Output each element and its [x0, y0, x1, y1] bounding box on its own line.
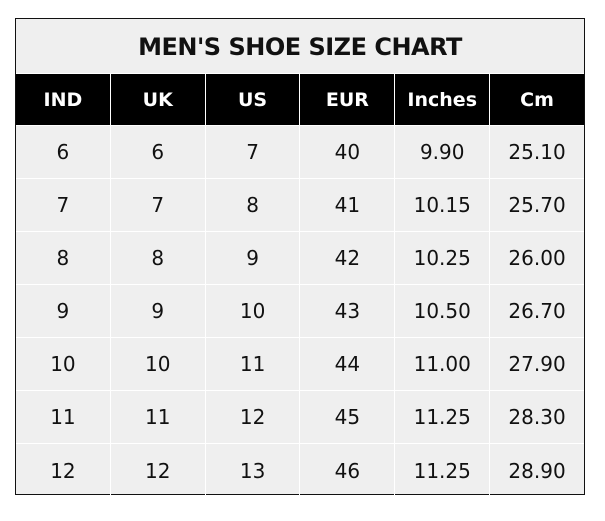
table-cell-us: 7 [205, 126, 301, 179]
table-cell-cm: 27.90 [490, 338, 584, 391]
table-cell-us: 8 [205, 179, 301, 232]
table-cell-inches: 11.25 [395, 444, 491, 497]
table-cell-uk: 6 [110, 126, 206, 179]
table-cell-cm: 28.90 [508, 458, 566, 483]
table-cell-inches: 9.90 [395, 126, 491, 179]
shoe-size-table: MEN'S SHOE SIZE CHART IND UK US EUR Inches Cm… [15, 18, 585, 497]
table-cell-us: 11 [205, 338, 301, 391]
table-row: 7 7 8 41 10.15 25.70 [16, 179, 584, 232]
table-cell-cm: 28.30 [490, 391, 584, 444]
column-header-eur: EUR [300, 74, 396, 126]
table-cell-cm: 26.70 [490, 285, 584, 338]
table-cell-ind: 12 [16, 444, 111, 497]
table-row: 12 12 13 46 11.25 28.90 [16, 444, 584, 497]
table-row: 9 9 10 43 10.50 26.70 [16, 285, 584, 338]
table-cell-ind: 7 [16, 179, 111, 232]
table-cell-eur: 40 [300, 126, 396, 179]
table-cell-ind: 11 [16, 391, 111, 444]
column-header-uk: UK [110, 74, 206, 126]
header-row: IND UK US EUR Inches Cm [16, 74, 584, 126]
table-cell-uk: 8 [110, 232, 206, 285]
table-cell-us: 13 [206, 444, 301, 497]
table-cell-uk: 7 [110, 179, 206, 232]
table-cell-uk: 10 [110, 338, 206, 391]
table-cell-inches: 11.00 [395, 338, 491, 391]
table-row: 6 6 7 40 9.90 25.10 [16, 126, 584, 179]
table-cell-us: 9 [205, 232, 301, 285]
table-cell-uk: 9 [110, 285, 206, 338]
table-cell-inches: 11.25 [395, 391, 491, 444]
table-cell-inches: 10.25 [395, 232, 491, 285]
table-cell-cm: 26.00 [490, 232, 584, 285]
table-cell-eur: 41 [300, 179, 396, 232]
table-cell-uk: 11 [110, 391, 206, 444]
table-title: MEN'S SHOE SIZE CHART [16, 19, 584, 74]
table-cell-inches: 10.15 [395, 179, 491, 232]
table-cell-inches: 10.50 [395, 285, 491, 338]
column-header-inches: Inches [395, 74, 491, 126]
table-cell-cm: 25.10 [490, 126, 584, 179]
table-cell-eur: 45 [300, 391, 396, 444]
table-cell-ind: 9 [16, 285, 111, 338]
table-cell-eur: 44 [300, 338, 396, 391]
table-row: 11 11 12 45 11.25 28.30 [16, 391, 584, 444]
column-header-ind: IND [16, 74, 111, 126]
column-header-cm: Cm [490, 74, 584, 126]
table-row: 10 10 11 44 11.00 27.90 [16, 338, 584, 391]
table-cell-us: 10 [205, 285, 301, 338]
table-cell-ind: 6 [16, 126, 111, 179]
table-body: 6 6 7 40 9.90 25.10 7 7 8 41 10.15 25.70 8 8 9 42 10.25 2… [16, 126, 584, 497]
table-cell-ind: 8 [16, 232, 111, 285]
table-cell-cm: 25.70 [490, 179, 584, 232]
table-cell-us: 12 [205, 391, 301, 444]
table-cell-ind: 10 [16, 338, 111, 391]
table-cell-eur: 46 [300, 444, 396, 497]
table-row: 8 8 9 42 10.25 26.00 [16, 232, 584, 285]
column-header-us: US [205, 74, 301, 126]
table-cell-eur: 43 [300, 285, 396, 338]
table-cell-eur: 42 [300, 232, 396, 285]
table-cell-uk: 12 [111, 444, 206, 497]
